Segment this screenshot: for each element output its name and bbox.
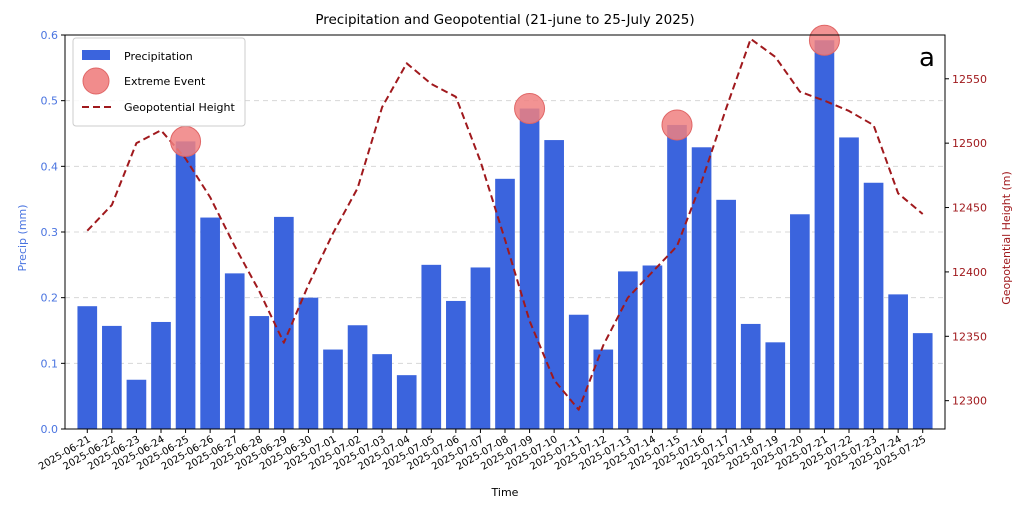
precipitation-bar [323, 349, 343, 429]
legend-box [72, 37, 246, 127]
precipitation-bar [298, 297, 319, 429]
right-tick-label: 12450 [952, 202, 987, 215]
precipitation-bar [593, 349, 614, 429]
precipitation-bar [126, 379, 147, 429]
precipitation-bar [421, 264, 442, 429]
left-tick-label: 0.4 [41, 160, 59, 173]
precipitation-bar [740, 323, 761, 429]
left-axis-label: Precip (mm) [16, 204, 29, 271]
extreme-event-marker [170, 125, 202, 157]
precipitation-bar [814, 40, 835, 430]
extreme-event-marker [514, 93, 546, 125]
precipitation-bar [77, 306, 98, 429]
legend-label-precipitation: Precipitation [124, 50, 193, 63]
precipitation-bar [667, 124, 687, 430]
precipitation-bar [470, 267, 491, 429]
left-axis-ticks: 0.0 0.1 0.2 0.3 0.4 0.5 0.6 [41, 29, 65, 436]
extreme-event-markers [170, 24, 840, 157]
precipitation-bar [888, 294, 908, 429]
precipitation-bar [274, 216, 294, 429]
geopotential-line [86, 37, 924, 411]
right-tick-label: 12550 [952, 73, 987, 86]
precipitation-bar [151, 321, 171, 429]
precipitation-bar [912, 333, 933, 429]
panel-letter: a [919, 43, 935, 73]
geopotential-height-line [86, 37, 924, 411]
precipitation-bar [372, 354, 392, 429]
precipitation-bar [224, 273, 245, 429]
precipitation-bar [544, 140, 564, 430]
precipitation-bar [839, 137, 859, 429]
left-tick-label: 0.3 [41, 226, 59, 239]
precipitation-bar [863, 182, 884, 429]
precipitation-bar [175, 141, 196, 429]
precipitation-bar [519, 108, 540, 430]
precipitation-bar [200, 217, 220, 429]
precipitation-bar [446, 300, 466, 429]
left-tick-label: 0.1 [41, 357, 59, 370]
x-axis-ticks: 2025-06-212025-06-222025-06-232025-06-24… [37, 429, 928, 473]
legend-label-geopotential: Geopotential Height [124, 101, 235, 114]
precipitation-bar [691, 147, 712, 430]
right-axis-ticks: 12300 12350 12400 12450 12500 12550 [945, 73, 987, 408]
precipitation-bar [249, 316, 270, 429]
legend-swatch-precipitation [82, 50, 110, 60]
right-axis-label: Geopotential Height (m) [1000, 171, 1013, 305]
chart-title: Precipitation and Geopotential (21-june … [315, 12, 694, 28]
left-tick-label: 0.5 [41, 95, 59, 108]
precipitation-bar [396, 375, 417, 429]
precipitation-bar [642, 265, 663, 429]
right-tick-label: 12300 [952, 395, 987, 408]
left-tick-label: 0.2 [41, 292, 59, 305]
extreme-event-marker [661, 109, 693, 141]
legend: Precipitation Extreme Event Geopotential… [72, 37, 246, 127]
right-tick-label: 12400 [952, 266, 987, 279]
precipitation-bar [618, 271, 638, 429]
legend-swatch-extreme-event [82, 67, 110, 95]
right-tick-label: 12500 [952, 137, 987, 150]
precipitation-bar [495, 178, 515, 429]
left-tick-label: 0.6 [41, 29, 59, 42]
precipitation-bar [790, 214, 810, 429]
precipitation-bar [347, 325, 368, 429]
precipitation-bar [716, 199, 736, 429]
precipitation-bars [77, 40, 933, 430]
left-tick-label: 0.0 [41, 423, 59, 436]
precipitation-bar [568, 314, 589, 429]
legend-label-extreme-event: Extreme Event [124, 75, 206, 88]
precipitation-bar [765, 342, 786, 429]
precipitation-bar [102, 325, 122, 429]
x-axis-label: Time [491, 486, 519, 499]
extreme-event-marker [808, 24, 840, 56]
right-tick-label: 12350 [952, 330, 987, 343]
